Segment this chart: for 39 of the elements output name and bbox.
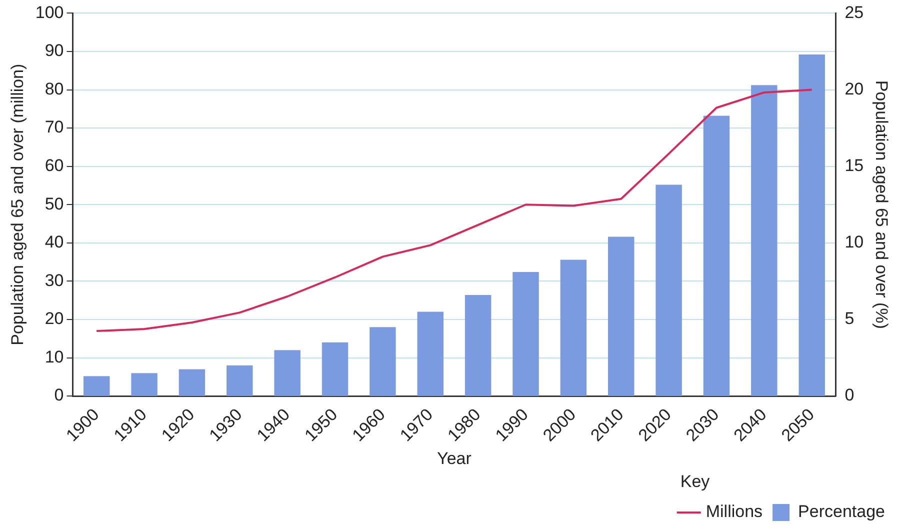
y2-axis-title: Population aged 65 and over (%) [872, 80, 892, 329]
y-tick-label: 30 [44, 270, 64, 290]
y-tick-label: 0 [54, 386, 64, 405]
bar [131, 373, 158, 396]
y-tick-label: 60 [44, 156, 64, 176]
y-tick-label: 70 [44, 118, 64, 137]
y-tick-label: 80 [44, 79, 64, 98]
bar [751, 85, 778, 396]
bar [370, 327, 396, 396]
bar [798, 54, 825, 396]
bar [560, 260, 587, 396]
y-tick-label: 40 [44, 232, 64, 252]
y2-tick-label: 0 [844, 386, 854, 405]
y-axis-title: Population aged 65 and over (million) [8, 64, 27, 346]
y-tick-label: 10 [44, 347, 64, 366]
y-tick-label: 20 [44, 309, 64, 328]
bar [178, 369, 206, 396]
bar [608, 236, 634, 396]
x-axis-title: Year [437, 449, 472, 468]
bar [274, 350, 300, 396]
bar [512, 272, 539, 396]
y-tick-label: 100 [35, 2, 64, 22]
bar [322, 342, 348, 396]
bar [464, 294, 492, 396]
legend-label: Percentage [798, 502, 885, 522]
bar [656, 184, 682, 396]
bar [83, 376, 110, 396]
y2-tick-label: 5 [844, 309, 854, 328]
y2-tick-label: 25 [844, 2, 864, 22]
bar [703, 116, 730, 396]
bar [226, 365, 253, 396]
y-tick-label: 50 [44, 194, 64, 214]
y-tick-label: 90 [44, 41, 64, 60]
y2-tick-label: 20 [844, 79, 864, 98]
legend-label: Millions [706, 502, 763, 522]
bar [417, 312, 444, 396]
y2-tick-label: 10 [844, 232, 864, 252]
legend-title: Key [680, 472, 710, 491]
y2-tick-label: 15 [844, 156, 864, 176]
